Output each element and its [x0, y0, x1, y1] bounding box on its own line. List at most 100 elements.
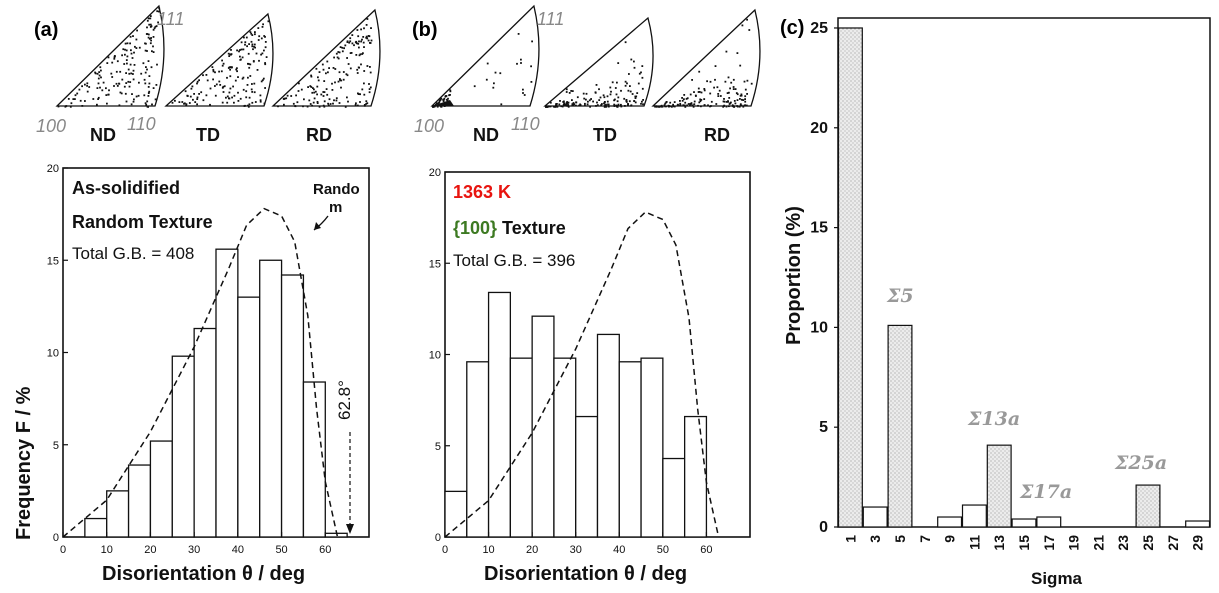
pole-figure-point: [679, 100, 681, 102]
pole-figure-point: [233, 94, 236, 97]
pole-figure-point: [362, 36, 365, 38]
annotation-texture-word: Texture: [497, 218, 566, 238]
pole-figure-point: [115, 82, 118, 85]
pole-figure-point: [689, 103, 692, 105]
pole-figure-point: [225, 96, 227, 99]
x-tick-label: 9: [942, 535, 958, 543]
pole-figure-point: [238, 50, 240, 53]
pole-figure-point: [131, 93, 133, 95]
histogram-bar: [575, 415, 599, 538]
corner-label-111-b: 111: [537, 9, 564, 29]
pole-figure-point: [693, 103, 696, 106]
pole-figure-point: [616, 100, 619, 103]
pole-figure-point: [228, 97, 231, 100]
pole-figure-point: [137, 94, 140, 97]
pole-figure-point: [734, 102, 737, 105]
pole-figure-point: [732, 88, 735, 90]
x-tick-label: 0: [60, 544, 66, 556]
pole-figure-point: [336, 56, 339, 59]
pole-figure-point: [258, 35, 261, 38]
pole-figure-point: [248, 43, 250, 45]
pole-figure-point: [126, 62, 128, 65]
pole-figure-point: [736, 105, 739, 108]
pole-figure-point: [642, 103, 644, 106]
pole-figure-point: [748, 29, 751, 31]
pole-figure-point: [640, 71, 642, 74]
y-tick-label: 25: [810, 20, 828, 37]
pole-figure-point: [744, 95, 747, 98]
pole-figure-point: [555, 105, 558, 108]
histogram-b: 0 10 20 30 40 50 60 0 5 10 15 20: [429, 167, 751, 556]
pole-figure-point: [321, 63, 324, 66]
histogram-bar: [466, 361, 490, 538]
pole-figure-point: [329, 103, 332, 105]
pole-figure-point: [684, 106, 687, 108]
pole-figure-point: [365, 103, 368, 105]
pole-figure-point: [356, 42, 358, 45]
pole-figure-point: [365, 36, 368, 39]
pole-figure-point: [227, 52, 230, 55]
pole-figure-point: [150, 37, 152, 39]
pole-figure-point: [341, 46, 344, 49]
pole-figure-point: [228, 66, 231, 69]
pole-figure-point: [440, 105, 442, 107]
pole-figure-point: [215, 83, 218, 86]
pole-figure-point: [549, 101, 552, 104]
pole-figure-point: [212, 70, 215, 73]
pole-figure-point: [99, 66, 102, 69]
pole-figure-point: [133, 51, 135, 54]
pole-figure-point: [205, 74, 208, 76]
pole-figure-point: [146, 26, 148, 29]
pole-figure-label-rd: RD: [306, 125, 332, 145]
pole-figure-point: [258, 59, 260, 62]
pole-figure-point: [368, 35, 371, 38]
pole-figure-point: [122, 48, 125, 51]
pole-figure-point: [239, 49, 241, 51]
pole-figure-point: [254, 31, 256, 33]
pole-figures-a: [55, 4, 381, 108]
pole-figure-point: [292, 102, 295, 105]
pole-figure-point: [357, 92, 359, 95]
pole-figure-point: [229, 68, 231, 71]
pole-figure-point: [323, 105, 326, 108]
pole-figure-point: [253, 82, 256, 85]
pole-figure-point: [358, 46, 360, 49]
pole-figure-point: [260, 53, 262, 56]
pole-figure-point: [344, 44, 347, 47]
pole-figure-point: [486, 62, 489, 65]
pole-figure-cluster: [432, 100, 454, 106]
pole-figure-point: [251, 83, 253, 85]
pole-figure-point: [235, 68, 238, 71]
annotation-temperature: 1363 K: [453, 182, 511, 202]
x-tick-label: 30: [188, 544, 200, 556]
pole-figure-point: [609, 86, 612, 89]
pole-figure-point: [363, 70, 366, 72]
pole-figure-point: [355, 102, 357, 105]
pole-figure-point: [595, 105, 597, 107]
pole-figure-point: [124, 53, 126, 56]
pole-figure-point: [516, 62, 518, 65]
pole-figure-point: [97, 96, 100, 99]
pole-figure-point: [254, 33, 256, 36]
pole-figure-point: [106, 62, 109, 64]
pole-figure-point: [347, 63, 350, 65]
pole-figure-point: [57, 105, 60, 108]
pole-figure-point: [626, 104, 629, 107]
pole-figure-point: [84, 83, 86, 86]
pole-figure-point: [248, 96, 251, 99]
histogram-bar: [106, 490, 130, 538]
pole-figure-point: [366, 37, 369, 40]
pole-figure-point: [209, 87, 212, 90]
pole-figure-point: [700, 91, 703, 94]
pole-figure-point: [325, 72, 327, 75]
pole-figure-point: [212, 78, 214, 81]
pole-figure-point: [723, 100, 726, 103]
pole-figure-point: [703, 89, 706, 92]
pole-figure-point: [250, 88, 253, 91]
pole-figure-point: [181, 101, 184, 103]
pole-figure-point: [679, 102, 682, 105]
pole-figure-point: [339, 78, 341, 80]
pole-figure-point: [290, 95, 293, 97]
pole-figure-point: [140, 72, 143, 75]
pole-figure-point: [124, 92, 127, 95]
